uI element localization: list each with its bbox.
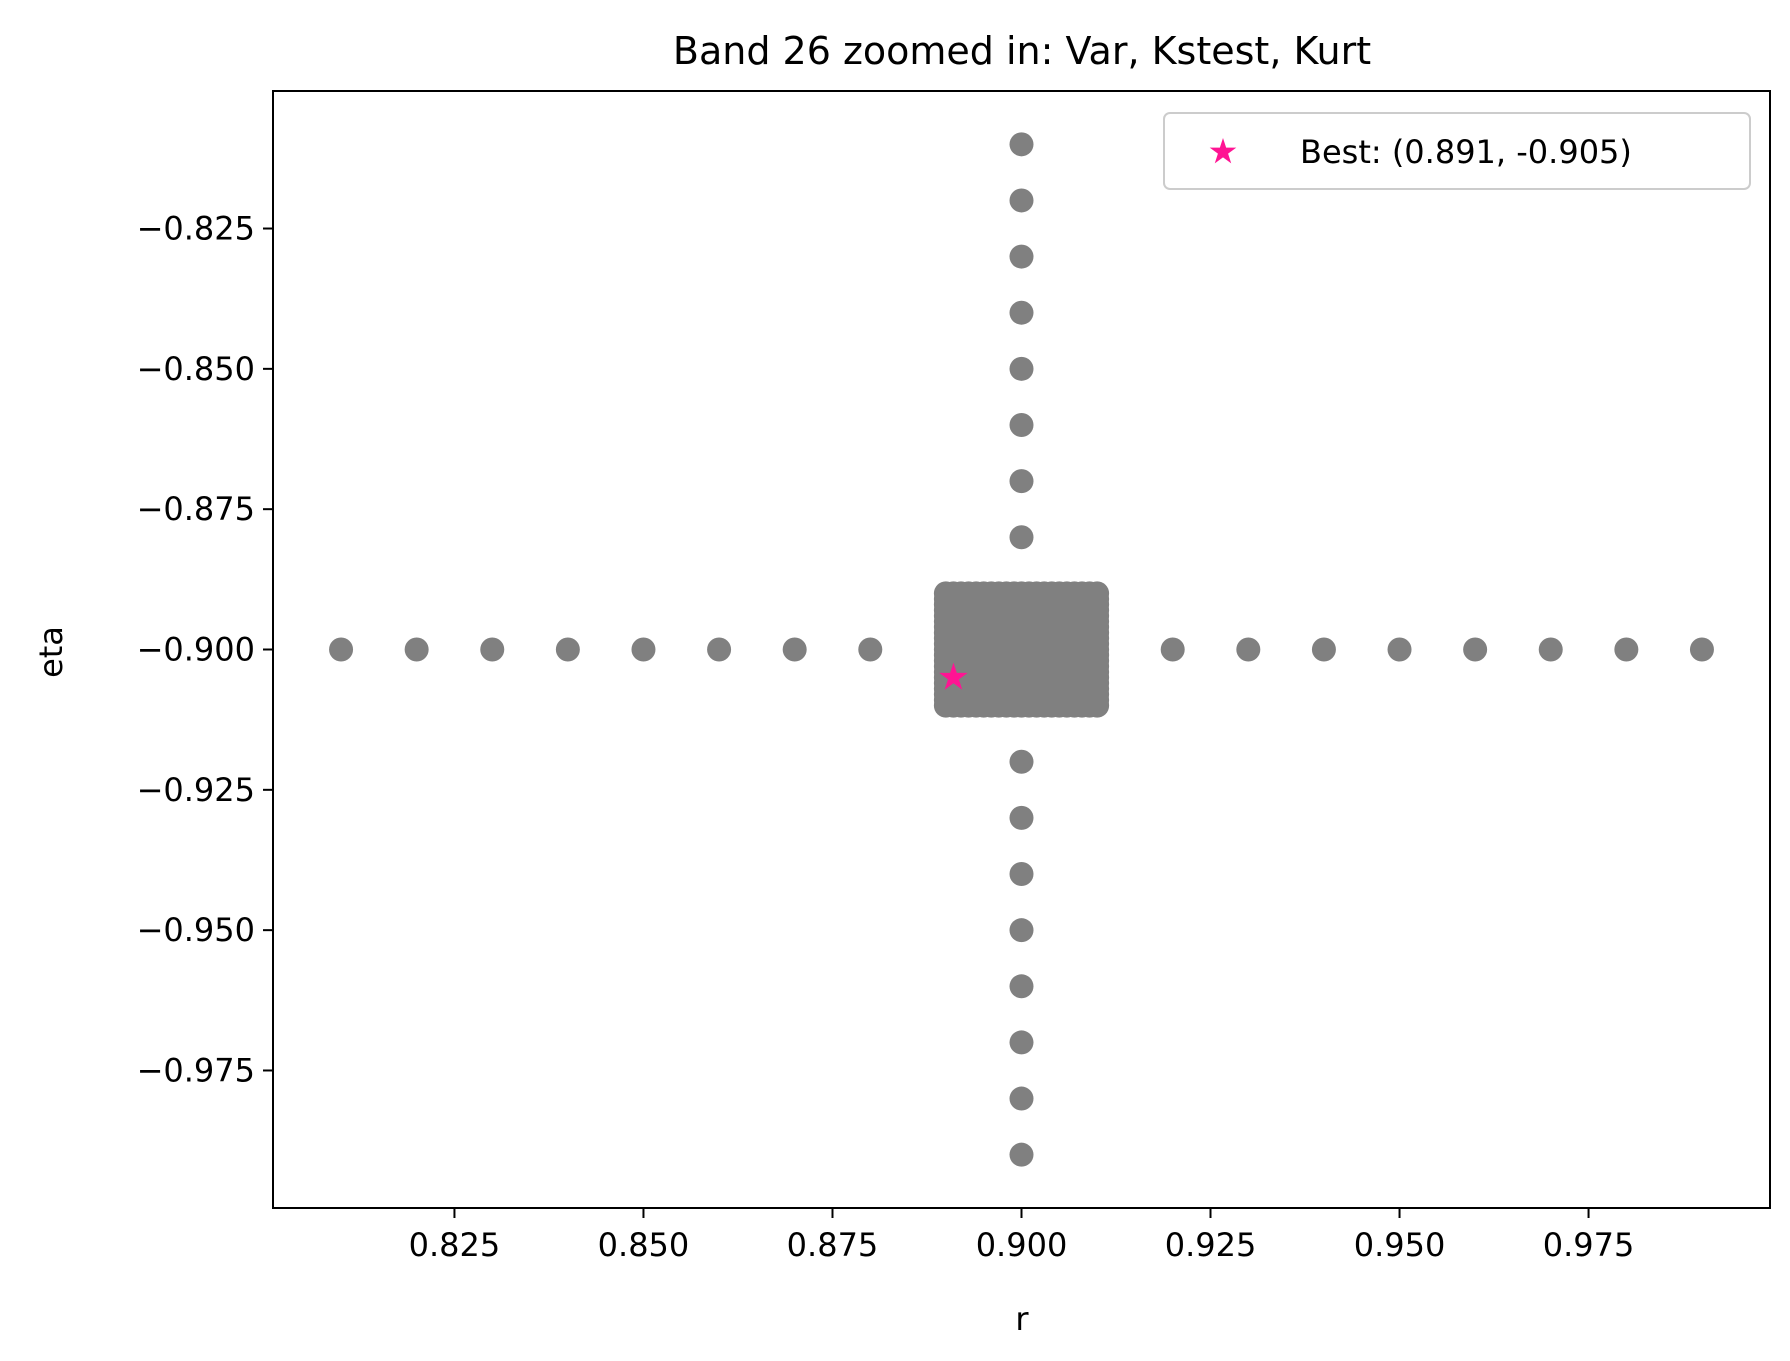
x-tick-label: 0.925	[1165, 1226, 1257, 1264]
y-tick-label: −0.825	[137, 210, 255, 248]
legend-star-marker	[1209, 138, 1237, 164]
scan-point-r	[1311, 637, 1336, 662]
scan-point-r	[631, 637, 656, 662]
y-axis: −0.825 −0.850 −0.875 −0.900 −0.925 −0.950 −0.9…	[137, 210, 273, 1089]
x-tick-label: 0.875	[787, 1226, 879, 1264]
scan-point-eta	[1009, 974, 1034, 999]
scan-point-eta	[1009, 244, 1034, 269]
scan-point-r	[707, 637, 732, 662]
legend-label-best: Best: (0.891, -0.905)	[1300, 133, 1632, 171]
scan-point-r	[1463, 637, 1488, 662]
scan-point-eta	[1009, 300, 1034, 325]
x-tick-label: 0.975	[1543, 1226, 1635, 1264]
x-tick-label: 0.950	[1354, 1226, 1446, 1264]
best-point-star	[939, 662, 968, 690]
scan-point-eta	[1009, 188, 1034, 213]
scan-point-r	[1160, 637, 1185, 662]
scan-point-r	[404, 637, 429, 662]
y-tick-label: −0.950	[137, 911, 255, 949]
scan-point-r	[555, 637, 580, 662]
scan-point-eta	[1009, 1142, 1034, 1167]
scan-point-eta	[1009, 862, 1034, 887]
scan-point-r	[329, 637, 354, 662]
plot-marks	[329, 132, 1714, 1167]
y-axis-label: eta	[32, 626, 70, 678]
x-tick-label: 0.850	[598, 1226, 690, 1264]
scan-point-r	[1538, 637, 1563, 662]
x-axis: 0.825 0.850 0.875 0.900 0.925 0.950 0.975	[409, 1208, 1635, 1264]
scan-point-r	[1236, 637, 1261, 662]
y-tick-label: −0.900	[137, 631, 255, 669]
scan-point-r	[480, 637, 505, 662]
scan-point-r	[1387, 637, 1412, 662]
scan-point-eta	[1009, 1030, 1034, 1055]
scan-point-eta	[1009, 749, 1034, 774]
scan-point-eta	[1009, 918, 1034, 943]
x-axis-label: r	[1015, 1300, 1029, 1338]
legend-box	[1163, 112, 1751, 190]
y-tick-label: −0.925	[137, 771, 255, 809]
grid-point	[1085, 581, 1110, 606]
scan-point-eta	[1009, 469, 1034, 494]
scan-point-r	[858, 637, 883, 662]
y-tick-label: −0.850	[137, 350, 255, 388]
y-tick-label: −0.875	[137, 490, 255, 528]
scan-point-eta	[1009, 356, 1034, 381]
y-tick-label: −0.975	[137, 1051, 255, 1089]
scan-point-eta	[1009, 1086, 1034, 1111]
legend: Best: (0.891, -0.905)	[1163, 112, 1751, 190]
x-tick-label: 0.900	[976, 1226, 1068, 1264]
scan-point-eta	[1009, 805, 1034, 830]
chart-title: Band 26 zoomed in: Var, Kstest, Kurt	[673, 29, 1371, 73]
scan-point-eta	[1009, 525, 1034, 550]
scan-point-r	[1614, 637, 1639, 662]
x-tick-label: 0.825	[409, 1226, 501, 1264]
scan-point-eta	[1009, 412, 1034, 437]
scan-point-r	[1689, 637, 1714, 662]
scan-point-r	[782, 637, 807, 662]
scan-point-eta	[1009, 132, 1034, 157]
